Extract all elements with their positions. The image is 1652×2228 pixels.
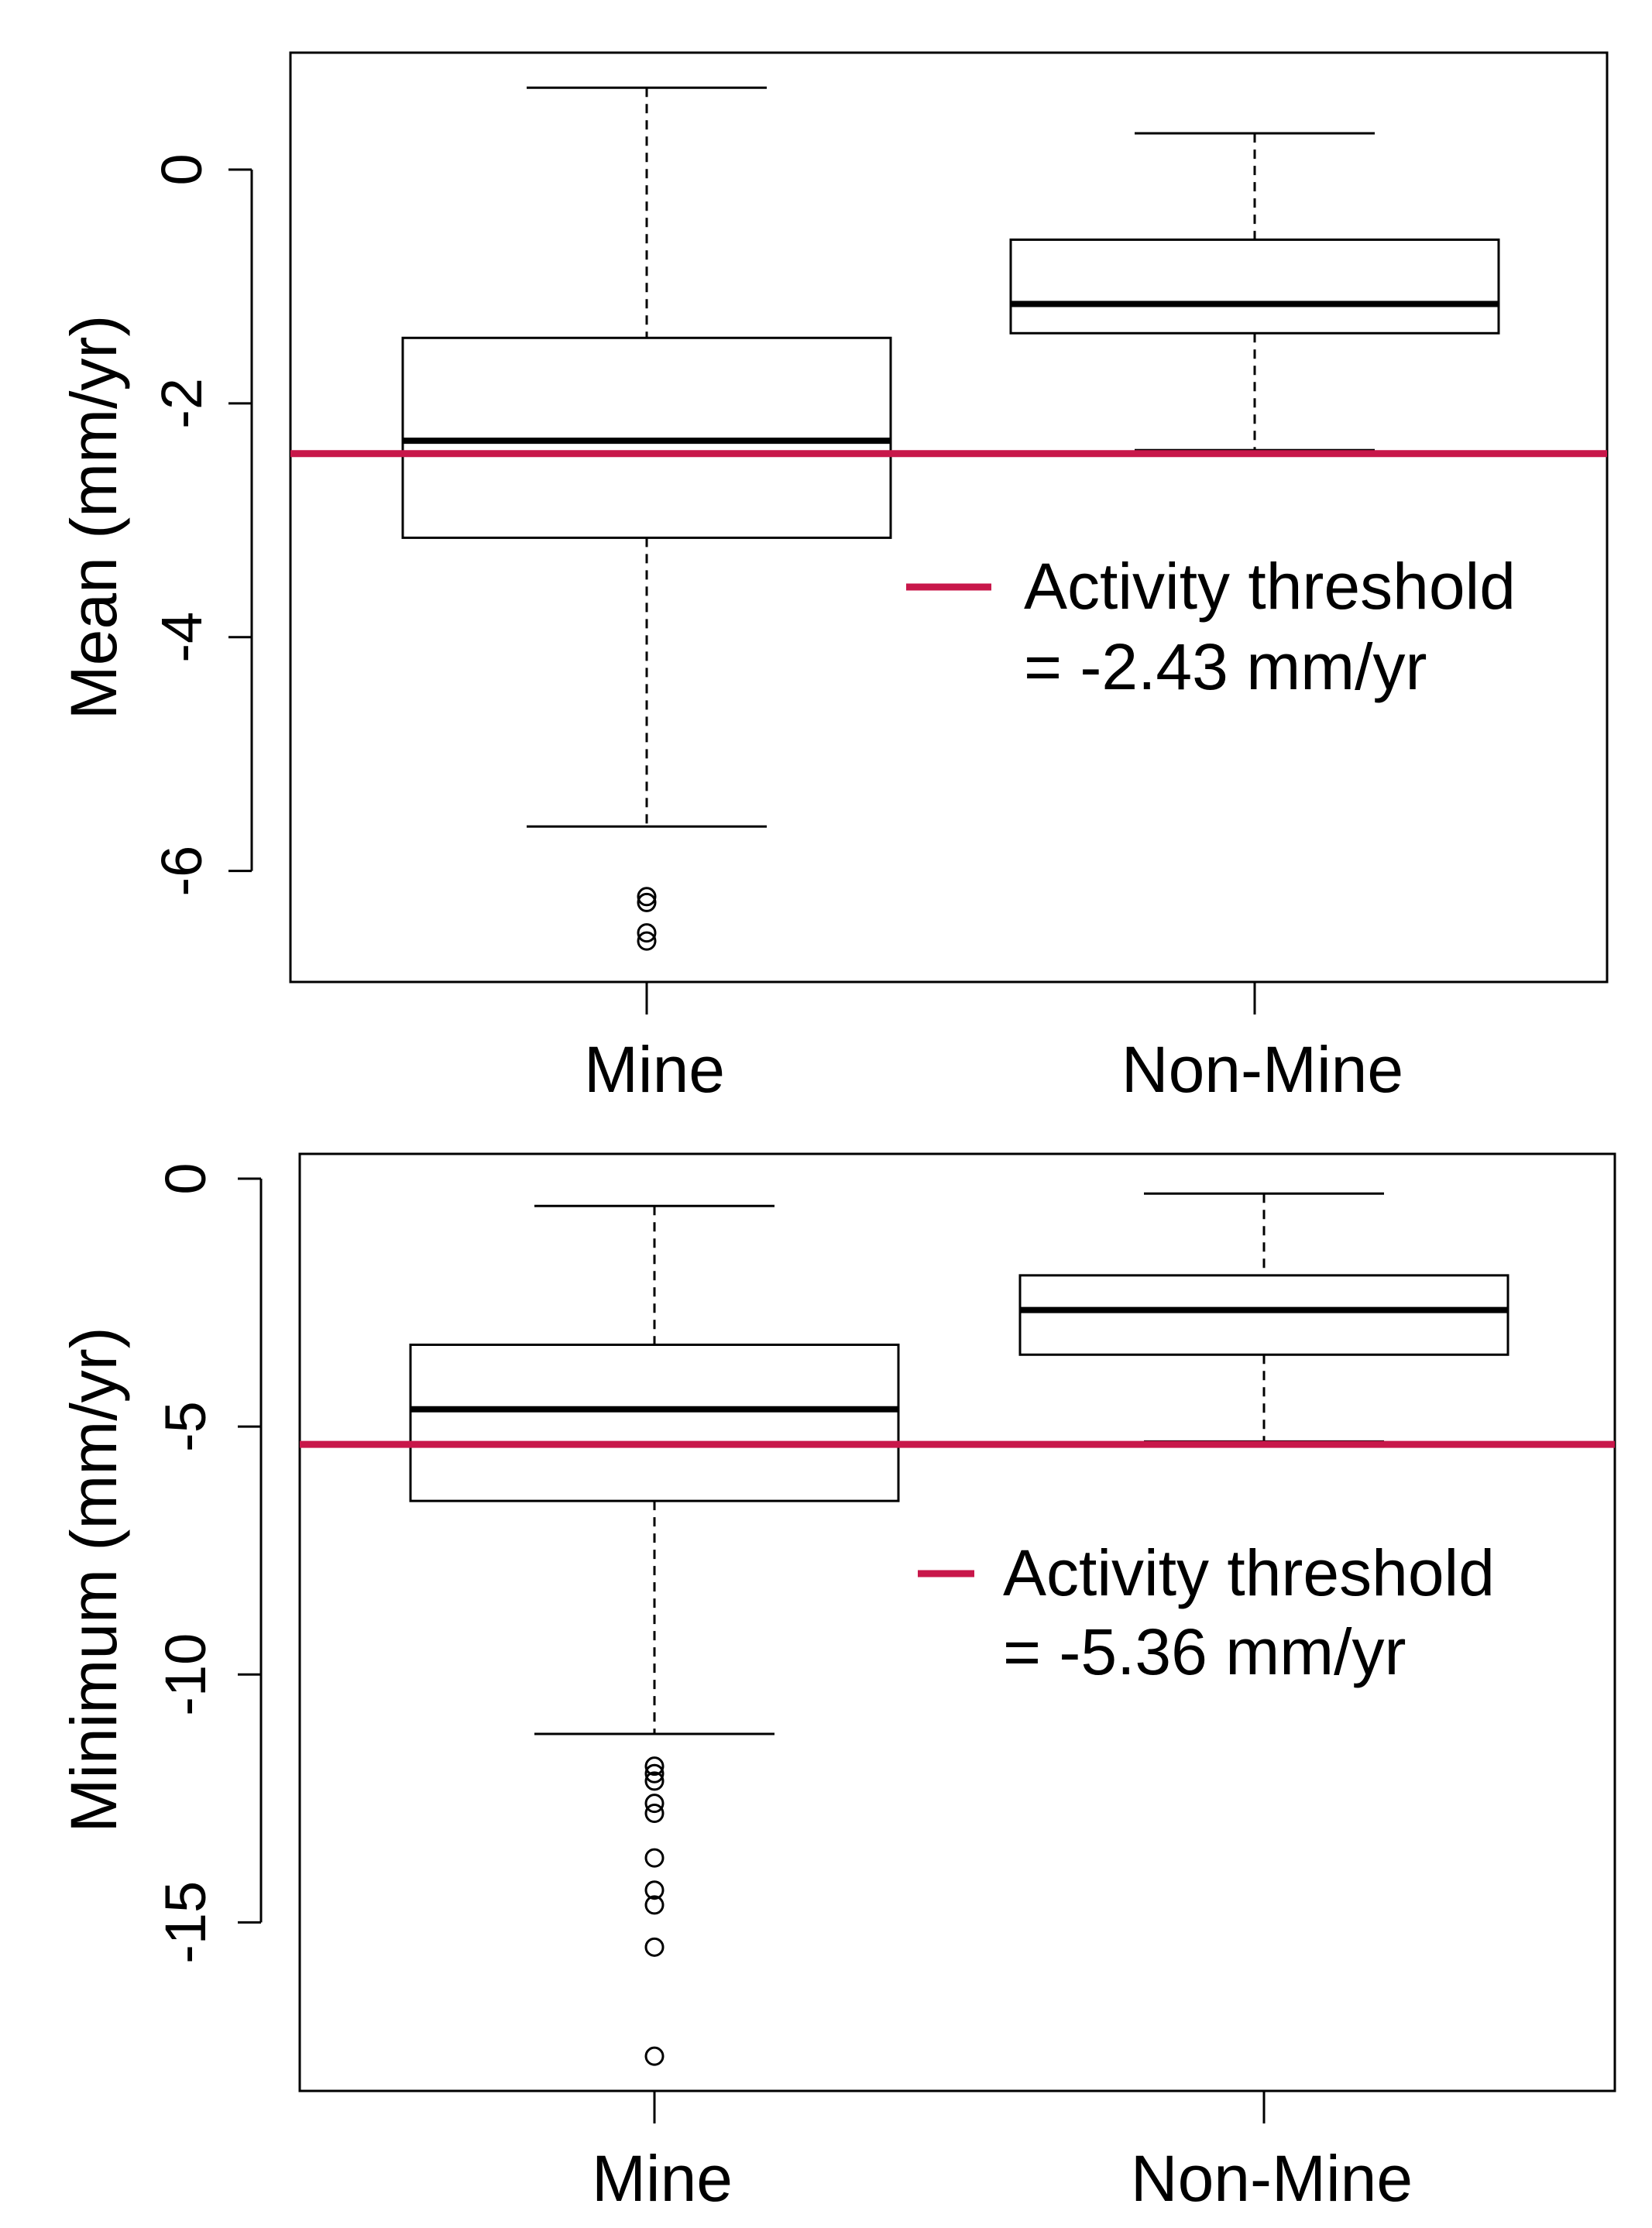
outlier-point	[644, 1937, 665, 1957]
outlier-point	[644, 1880, 665, 1900]
y-ticks: 0 -2 -4 -6	[149, 153, 252, 897]
y-tick-label: -6	[149, 846, 214, 897]
iqr-box	[1009, 239, 1500, 335]
y-axis-label: Minimum (mm/yr)	[57, 1327, 130, 1832]
x-tick-label: Mine	[592, 2142, 733, 2215]
box-mine	[409, 1204, 900, 2066]
x-tick-label: Non-Mine	[1121, 1033, 1403, 1106]
plot-frame	[289, 51, 1609, 984]
outlier-point	[637, 931, 657, 951]
legend-label: Activity threshold	[1003, 1536, 1495, 1609]
outlier-point	[637, 923, 657, 943]
y-tick-label: -15	[153, 1881, 218, 1964]
legend-label: Activity threshold	[1024, 550, 1516, 623]
y-tick-label: -4	[149, 612, 214, 663]
iqr-box	[409, 1343, 900, 1502]
y-tick-label: 0	[149, 153, 214, 185]
outlier-point	[637, 892, 657, 912]
outlier-point	[644, 1756, 665, 1777]
threshold-legend: Activity threshold = -2.43 mm/yr	[906, 550, 1516, 703]
box-non-mine	[1009, 132, 1500, 451]
y-tick-label: 0	[153, 1162, 218, 1194]
y-tick-label: -2	[149, 378, 214, 429]
outlier-point	[644, 2046, 665, 2066]
outlier-point	[644, 1794, 665, 1814]
boxes	[409, 1192, 1509, 2066]
y-ticks: 0 -5 -10 -15	[153, 1162, 261, 1964]
outlier-point	[644, 1763, 665, 1783]
x-ticks: Mine Non-Mine	[592, 2091, 1413, 2215]
plot-frame	[298, 1152, 1616, 2092]
y-tick-label: -10	[153, 1633, 218, 1716]
mean-boxplot-panel: Mean (mm/yr) 0 -2 -4 -6 Mine Non-Mine Activi…	[57, 51, 1609, 1106]
box-non-mine	[1018, 1192, 1509, 1443]
y-tick-label: -5	[153, 1401, 218, 1452]
outlier-point	[644, 1803, 665, 1823]
iqr-box	[1018, 1274, 1509, 1356]
box-mine	[401, 86, 892, 951]
x-ticks: Mine Non-Mine	[584, 982, 1403, 1106]
outlier-point	[644, 1771, 665, 1791]
boxes	[401, 86, 1500, 951]
legend-value: = -2.43 mm/yr	[1024, 630, 1427, 703]
x-tick-label: Non-Mine	[1131, 2142, 1413, 2215]
outlier-point	[644, 1848, 665, 1868]
legend-value: = -5.36 mm/yr	[1003, 1615, 1406, 1688]
outlier-point	[637, 887, 657, 907]
threshold-legend: Activity threshold = -5.36 mm/yr	[918, 1536, 1495, 1688]
outlier-point	[644, 1895, 665, 1915]
y-axis-label: Mean (mm/yr)	[57, 315, 130, 720]
minimum-boxplot-panel: Minimum (mm/yr) 0 -5 -10 -15 Mine Non-Mine A…	[57, 1152, 1616, 2215]
x-tick-label: Mine	[584, 1033, 725, 1106]
